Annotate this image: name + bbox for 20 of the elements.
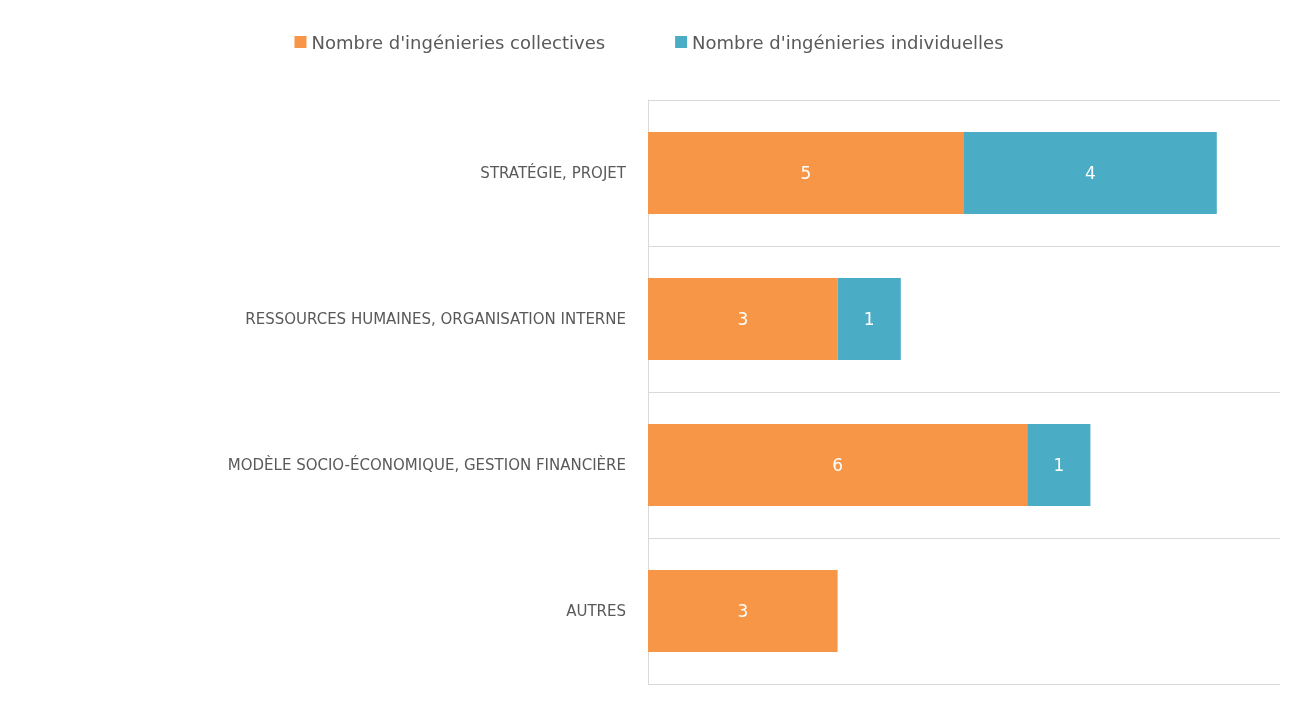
y-tick-label: AUTRES [566, 602, 626, 620]
bar [648, 132, 964, 214]
y-tick-label: STRATÉGIE, PROJET [480, 163, 627, 182]
data-label: 6 [832, 455, 844, 475]
y-tick-label: MODÈLE SOCIO-ÉCONOMIQUE, GESTION FINANCIÈRE [227, 455, 626, 474]
bar [648, 424, 1028, 506]
legend-label: Nombre d'ingénieries collectives [311, 31, 606, 53]
data-label: 4 [1084, 163, 1096, 183]
bar [837, 278, 901, 360]
bar [648, 570, 838, 652]
data-label: 3 [737, 309, 749, 329]
bar [648, 278, 838, 360]
data-label: 5 [800, 163, 812, 183]
legend-label: Nombre d'ingénieries individuelles [692, 31, 1004, 53]
y-tick-label: RESSOURCES HUMAINES, ORGANISATION INTERNE [245, 310, 626, 328]
data-label: 1 [1053, 455, 1065, 475]
bar [964, 132, 1217, 214]
data-label: 1 [863, 309, 875, 329]
bar [1027, 424, 1091, 506]
data-label: 3 [737, 601, 749, 621]
